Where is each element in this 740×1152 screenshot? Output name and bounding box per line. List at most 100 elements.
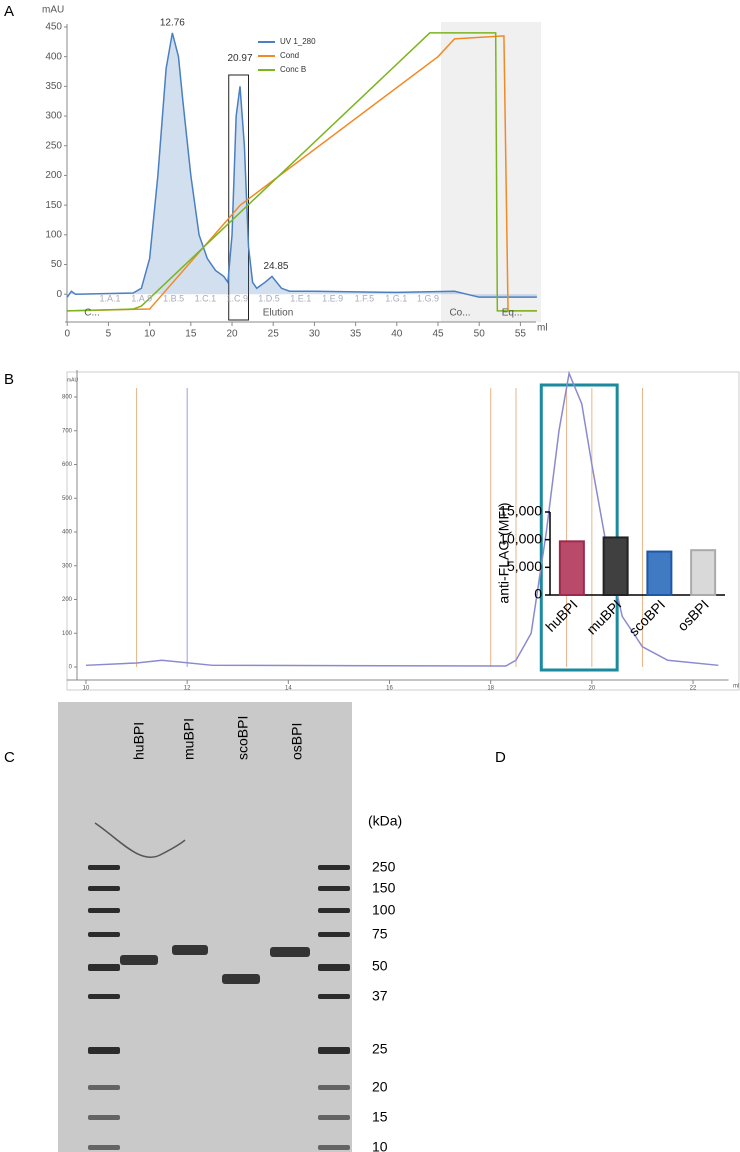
ladder-band xyxy=(318,908,350,913)
legend-label: Cond xyxy=(280,51,299,60)
x-axis-label: ml xyxy=(537,323,548,334)
x-axis-label: ml xyxy=(733,684,739,690)
area xyxy=(67,32,537,298)
fraction-label: 1.E.1 xyxy=(290,293,311,303)
line xyxy=(85,370,719,667)
x-tick-label: 22 xyxy=(690,686,697,692)
panel-b-frame xyxy=(66,371,740,691)
protein-band xyxy=(172,945,208,955)
gel-artifact xyxy=(94,822,186,858)
x-tick-label: osBPI xyxy=(674,596,712,634)
x-tick-label: 16 xyxy=(386,686,393,692)
y-tick-label: 350 xyxy=(45,81,62,92)
lane-label: scoBPI xyxy=(235,716,251,760)
x-tick-label: 25 xyxy=(268,329,280,340)
shaded-region xyxy=(441,22,541,322)
phase-label: Elution xyxy=(263,308,294,319)
marker-label: 100 xyxy=(372,902,396,918)
legend-label: UV 1_280 xyxy=(280,37,316,46)
x-tick-label: 20 xyxy=(226,329,238,340)
selection-box xyxy=(539,383,619,672)
x-tick-label: 5 xyxy=(106,329,112,340)
y-axis-label: anti-FLAG (MFI) xyxy=(496,502,512,603)
y-tick-label: 600 xyxy=(62,462,73,468)
ladder-band xyxy=(318,886,350,891)
ladder-band xyxy=(88,1145,120,1150)
ladder-band xyxy=(318,1085,350,1090)
fraction-label: 1.C.1 xyxy=(195,293,217,303)
x-tick-label: 55 xyxy=(515,329,527,340)
x-tick-label: 0 xyxy=(64,329,70,340)
y-tick-label: 400 xyxy=(45,51,62,62)
gel xyxy=(58,702,352,1152)
peak-label: 20.97 xyxy=(228,53,253,64)
y-tick-label: 0 xyxy=(534,586,542,602)
x-tick-label: 35 xyxy=(350,329,362,340)
marker-label: 15 xyxy=(372,1109,388,1125)
panel-label: A xyxy=(4,3,14,20)
panel-label: C xyxy=(4,749,15,766)
y-tick-label: 450 xyxy=(45,22,62,33)
x-tick-label: 50 xyxy=(474,329,486,340)
ladder-band xyxy=(318,1145,350,1150)
panel-label: D xyxy=(495,749,506,766)
ladder-band xyxy=(318,964,350,971)
fraction-label: 1.A.1 xyxy=(99,293,120,303)
lane-label: osBPI xyxy=(289,723,305,760)
marker-label: 20 xyxy=(372,1079,388,1095)
y-tick-label: 100 xyxy=(45,229,62,240)
ladder-band xyxy=(88,994,120,999)
ladder-band xyxy=(88,932,120,937)
y-tick-label: 700 xyxy=(62,428,73,434)
x-tick-label: 18 xyxy=(487,686,494,692)
lane-label: muBPI xyxy=(181,718,197,760)
ladder-band xyxy=(88,908,120,913)
protein-band xyxy=(120,955,158,965)
y-tick-label: 200 xyxy=(62,597,73,603)
fraction-label: 1.B.5 xyxy=(163,293,184,303)
y-tick-label: 0 xyxy=(69,665,73,671)
line xyxy=(66,32,537,298)
y-tick-label: 200 xyxy=(45,170,62,181)
selection-bracket xyxy=(228,74,250,321)
x-tick-label: 14 xyxy=(285,686,292,692)
y-tick-label: 0 xyxy=(56,289,62,300)
y-axis-label: mAU xyxy=(42,5,64,16)
panel-label: B xyxy=(4,371,14,388)
y-tick-label: 250 xyxy=(45,140,62,151)
bar xyxy=(690,549,717,596)
y-tick-label: 15,000 xyxy=(499,503,542,519)
x-tick-label: 12 xyxy=(184,686,191,692)
y-axis-label: mAU xyxy=(67,377,79,383)
bar xyxy=(602,536,629,596)
line xyxy=(67,32,537,312)
y-tick-label: 300 xyxy=(62,563,73,569)
lane-label: huBPI xyxy=(131,722,147,760)
peak-label: 12.76 xyxy=(160,18,185,29)
ladder-band xyxy=(88,1115,120,1120)
legend-label: Conc B xyxy=(280,65,306,74)
phase-label: Co... xyxy=(449,308,470,319)
ladder-band xyxy=(88,865,120,870)
phase-label: C... xyxy=(84,308,100,319)
ladder-band xyxy=(88,1047,120,1054)
marker-label: 37 xyxy=(372,988,388,1004)
x-tick-label: 10 xyxy=(144,329,156,340)
ladder-band xyxy=(318,932,350,937)
y-tick-label: 500 xyxy=(62,496,73,502)
fraction-label: 1.F.5 xyxy=(355,293,375,303)
x-tick-label: 10 xyxy=(83,686,90,692)
marker-label: 50 xyxy=(372,958,388,974)
marker-label: 25 xyxy=(372,1041,388,1057)
line xyxy=(67,35,537,312)
y-tick-label: 10,000 xyxy=(499,530,542,546)
bar xyxy=(646,550,673,597)
y-tick-label: 50 xyxy=(51,259,63,270)
ladder-band xyxy=(318,1115,350,1120)
x-tick-label: 40 xyxy=(391,329,403,340)
ladder-band xyxy=(318,994,350,999)
y-tick-label: 800 xyxy=(62,395,73,401)
ladder-band xyxy=(318,1047,350,1054)
ladder-band xyxy=(88,964,120,971)
y-tick-label: 5,000 xyxy=(507,558,542,574)
